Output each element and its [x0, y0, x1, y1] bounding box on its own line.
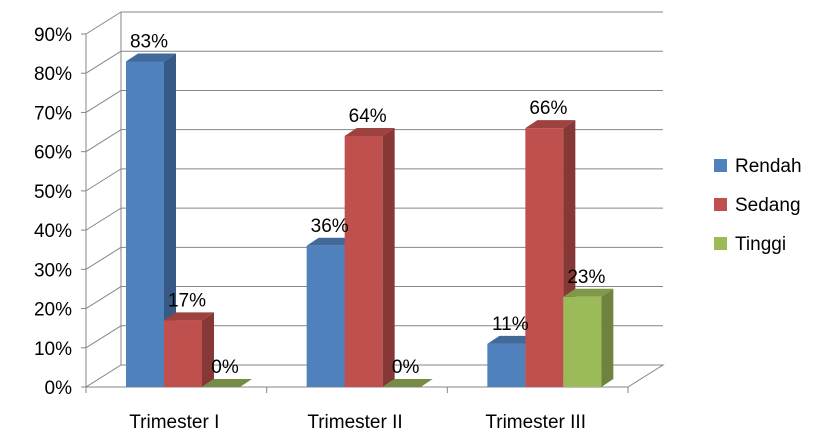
- gridline-side: [85, 286, 122, 309]
- data-label: 64%: [349, 106, 387, 127]
- bar-sedang-1: [164, 312, 214, 387]
- data-label: 0%: [211, 357, 239, 378]
- bar-side: [202, 312, 214, 387]
- bar-tinggi-2: [382, 379, 433, 387]
- y-tick-label: 80%: [34, 64, 72, 85]
- bar-side: [601, 288, 614, 387]
- gridline-side: [85, 129, 122, 153]
- category-label: Trimester I: [129, 412, 219, 433]
- y-tick-label: 70%: [34, 103, 72, 124]
- data-label: 11%: [492, 314, 529, 335]
- y-tick-label: 40%: [34, 221, 72, 242]
- data-label: 17%: [168, 290, 206, 311]
- gridline-side: [85, 50, 122, 74]
- bar-top: [164, 312, 214, 321]
- y-tick-label: 0%: [45, 378, 73, 399]
- legend-item-sedang: Sedang: [714, 195, 801, 216]
- gridline-side: [85, 168, 122, 192]
- bar-top: [382, 379, 433, 387]
- bar-front: [487, 343, 526, 387]
- gridline-side: [85, 11, 122, 35]
- data-label: 0%: [392, 357, 420, 378]
- category-label: Trimester III: [485, 412, 586, 433]
- legend-item-rendah: Rendah: [714, 156, 802, 177]
- bar-sedang-2: [344, 127, 395, 387]
- data-label: 23%: [567, 267, 605, 288]
- bar-front: [306, 245, 345, 387]
- bar-side: [164, 53, 176, 387]
- category-labels: Trimester I Trimester II Trimester III: [85, 387, 629, 433]
- bar-top: [344, 127, 395, 136]
- legend-swatch: [714, 159, 727, 172]
- bar-front: [344, 135, 383, 387]
- bar-rendah-1: [126, 53, 176, 387]
- bars: [126, 53, 614, 387]
- data-label: 66%: [529, 98, 567, 119]
- bar-top: [202, 379, 252, 387]
- legend-label: Tinggi: [735, 234, 786, 255]
- bar-top: [487, 335, 538, 344]
- legend-item-tinggi: Tinggi: [714, 234, 786, 255]
- y-tick-label: 60%: [34, 143, 72, 164]
- bar-front: [126, 61, 164, 387]
- bar-top: [525, 120, 576, 129]
- bar-tinggi-3: [563, 288, 614, 387]
- bar-side: [382, 127, 395, 387]
- bar-top: [126, 53, 176, 62]
- bar-top: [563, 288, 614, 297]
- category-label: Trimester II: [307, 412, 402, 433]
- gridline-side: [85, 246, 122, 270]
- y-tick-label: 10%: [34, 339, 72, 360]
- gridline-side: [85, 325, 122, 349]
- bar-front: [164, 320, 202, 387]
- data-label: 83%: [130, 31, 168, 52]
- data-labels: 83% 17% 0% 36% 64% 0% 11% 66% 23%: [130, 31, 605, 378]
- legend-swatch: [714, 198, 727, 211]
- y-tick-label: 20%: [34, 300, 72, 321]
- gridline-side: [85, 90, 122, 113]
- bar-tinggi-1: [202, 379, 252, 387]
- data-label: 36%: [311, 216, 349, 237]
- legend-swatch: [714, 237, 727, 250]
- legend-label: Sedang: [735, 195, 801, 216]
- legend: Rendah Sedang Tinggi: [714, 156, 802, 255]
- bar-top: [306, 237, 357, 246]
- legend-label: Rendah: [735, 156, 802, 177]
- y-tick-label: 30%: [34, 260, 72, 281]
- y-tick-label: 50%: [34, 182, 72, 203]
- gridline-side: [85, 207, 122, 231]
- y-tick-label: 90%: [34, 25, 72, 46]
- bar-front: [525, 128, 564, 387]
- y-axis-ticks: 0% 10% 20% 30% 40% 50% 60% 70% 80% 90%: [34, 25, 86, 399]
- bar-front: [563, 296, 602, 387]
